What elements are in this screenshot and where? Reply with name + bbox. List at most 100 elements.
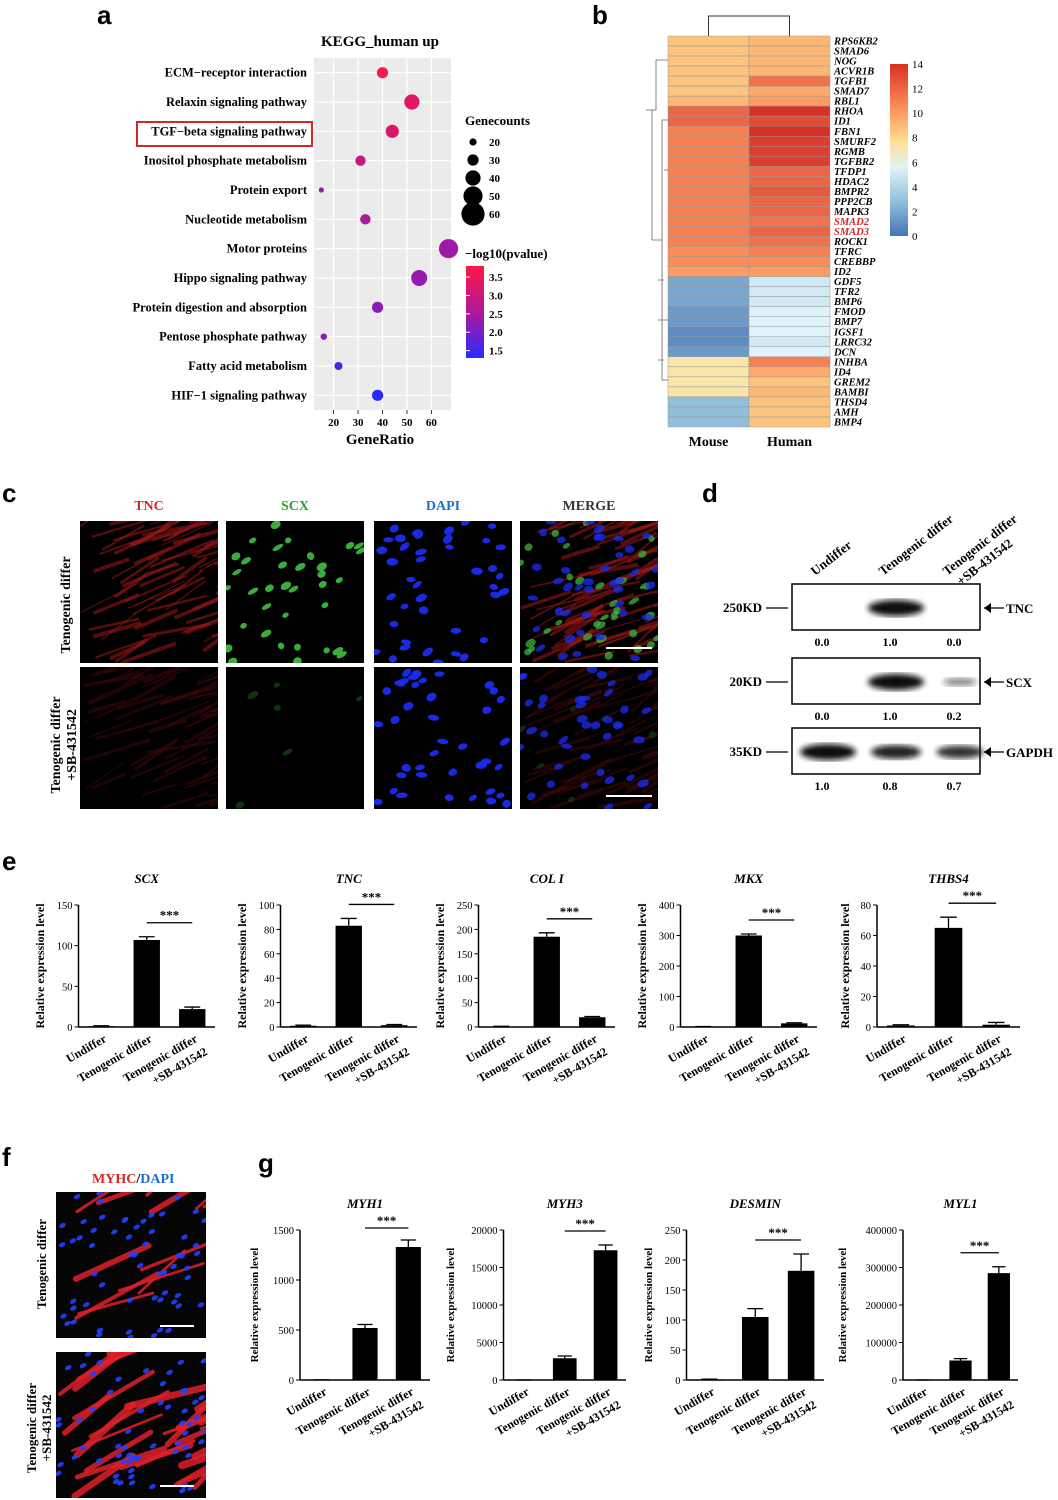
gene-label: SMAD3 (834, 227, 869, 238)
heatmap-cell (667, 296, 750, 307)
heatmap-cell (667, 55, 750, 67)
f-row-label-sb-line2: +SB-431542 (39, 1395, 54, 1462)
heatmap-cell (748, 256, 831, 267)
blot-band (870, 745, 922, 759)
heatmap-cell (667, 95, 750, 107)
myhc-image-sb (56, 1352, 206, 1498)
color-legend-bar (466, 266, 484, 358)
pathway-label: Relaxin signaling pathway (166, 95, 308, 109)
heatmap-cell (667, 75, 750, 87)
band-density-value: 1.0 (815, 779, 830, 793)
y-tick-label: 0 (492, 1376, 497, 1387)
f-row-label-sb-line1: Tenogenic differ (24, 1383, 39, 1473)
y-tick-label: 200 (659, 962, 675, 973)
heatmap-cell (748, 306, 831, 317)
heatmap-cell (748, 266, 831, 277)
bar-chart-tnc: TNC 0 20 40 60 80 100 Relative expression level… (235, 871, 417, 1087)
blot-marker-label: 35KD (730, 744, 763, 759)
chart-title: MYL1 (943, 1196, 978, 1211)
y-tick-label: 0 (675, 1376, 680, 1387)
bar (887, 1025, 915, 1027)
y-tick-label: 0 (67, 1023, 72, 1034)
band-density-value: 0.0 (815, 635, 830, 649)
heatmap-cell (667, 346, 750, 358)
gene-label: SMAD6 (834, 47, 870, 58)
heatmap-cell (667, 316, 750, 327)
heatmap-cell (748, 156, 831, 167)
gene-label: GREM2 (834, 377, 871, 388)
gene-label: BMPR2 (833, 187, 870, 198)
if-image-tnc (80, 521, 218, 663)
significance-stars: *** (768, 1225, 788, 1240)
y-tick-label: 20 (861, 993, 872, 1004)
row-label-sb-line1: Tenogenic differ (49, 696, 64, 793)
significance-stars: *** (377, 1213, 397, 1228)
x-tick-label: 40 (377, 417, 389, 429)
blot-band (943, 678, 977, 686)
gene-label: RGMB (833, 147, 865, 158)
if-image-scx (226, 521, 364, 663)
y-tick-label: 400000 (866, 1226, 898, 1237)
size-legend-title: Genecounts (465, 113, 530, 128)
lane-label: Undiffer (808, 537, 855, 578)
significance-stars: *** (160, 908, 180, 923)
y-tick-label: 100 (259, 901, 275, 912)
heatmap-cell (667, 226, 750, 237)
y-tick-label: 0 (669, 1023, 674, 1034)
band-density-value: 0.0 (815, 709, 830, 723)
bar (179, 1009, 206, 1027)
dapi-label: DAPI (140, 1172, 175, 1187)
gene-label: BMP4 (833, 418, 862, 429)
heatmap-cell (748, 326, 831, 338)
bar (781, 1023, 808, 1027)
if-image-scx (226, 667, 364, 809)
heatmap-cell (667, 206, 750, 217)
gene-label: ID4 (833, 367, 851, 378)
gene-label: TFDP1 (834, 167, 867, 178)
pathway-label: Inositol phosphate metabolism (144, 154, 308, 168)
band-density-value: 0.2 (947, 709, 962, 723)
color-legend-label: 3.0 (489, 290, 503, 302)
y-tick-label: 300000 (866, 1264, 898, 1275)
bar-chart-thbs4: THBS4 0 20 40 60 80 Relative expression level *… (838, 871, 1020, 1087)
y-tick-label: 0 (866, 1023, 871, 1034)
significance-stars: *** (970, 1238, 990, 1253)
colorbar-label: 2 (912, 206, 918, 218)
pathway-label: Pentose phosphate pathway (159, 330, 308, 344)
band-density-value: 1.0 (883, 709, 898, 723)
protein-label: SCX (1006, 675, 1033, 690)
colorbar-label: 10 (912, 108, 924, 120)
heatmap-cell (748, 105, 831, 117)
y-axis-label: Relative expression level (643, 1248, 655, 1363)
panel-c-row-labels: Tenogenic differ Tenogenic differ +SB-43… (49, 556, 78, 793)
heatmap-cell (667, 136, 750, 147)
if-image-dapi (374, 521, 512, 663)
y-tick-label: 50 (670, 1346, 681, 1357)
bar (352, 1328, 378, 1380)
heatmap-cell (748, 356, 831, 368)
heatmap-colorbar: 14 12 10 8 6 4 2 0 (890, 60, 924, 243)
blot-marker-label: 20KD (730, 674, 763, 689)
heatmap-cell (667, 115, 750, 127)
colorbar-label: 4 (912, 182, 918, 194)
row-label-sb-line2: +SB-431542 (65, 709, 78, 781)
heatmap-cell (667, 376, 750, 388)
gene-label: RPS6KB2 (833, 37, 879, 48)
pathway-label: Nucleotide metabolism (185, 212, 307, 226)
gene-label: BAMBI (833, 387, 869, 398)
y-tick-label: 200 (665, 1256, 681, 1267)
bar (741, 1317, 769, 1380)
y-tick-label: 1500 (273, 1226, 294, 1237)
panel-f-title: MYHC/DAPI (92, 1172, 174, 1188)
gene-label: PPP2CB (834, 197, 873, 208)
bubble-point (372, 301, 384, 313)
gene-label: TGFBR2 (834, 157, 875, 168)
size-legend-label: 50 (489, 191, 501, 203)
colorbar-label: 12 (912, 84, 923, 96)
heatmap-cell (748, 75, 831, 87)
y-tick-label: 400 (659, 901, 675, 912)
y-tick-label: 500 (278, 1326, 294, 1337)
channel-header: TNC (134, 499, 164, 514)
y-tick-label: 300 (659, 932, 675, 943)
